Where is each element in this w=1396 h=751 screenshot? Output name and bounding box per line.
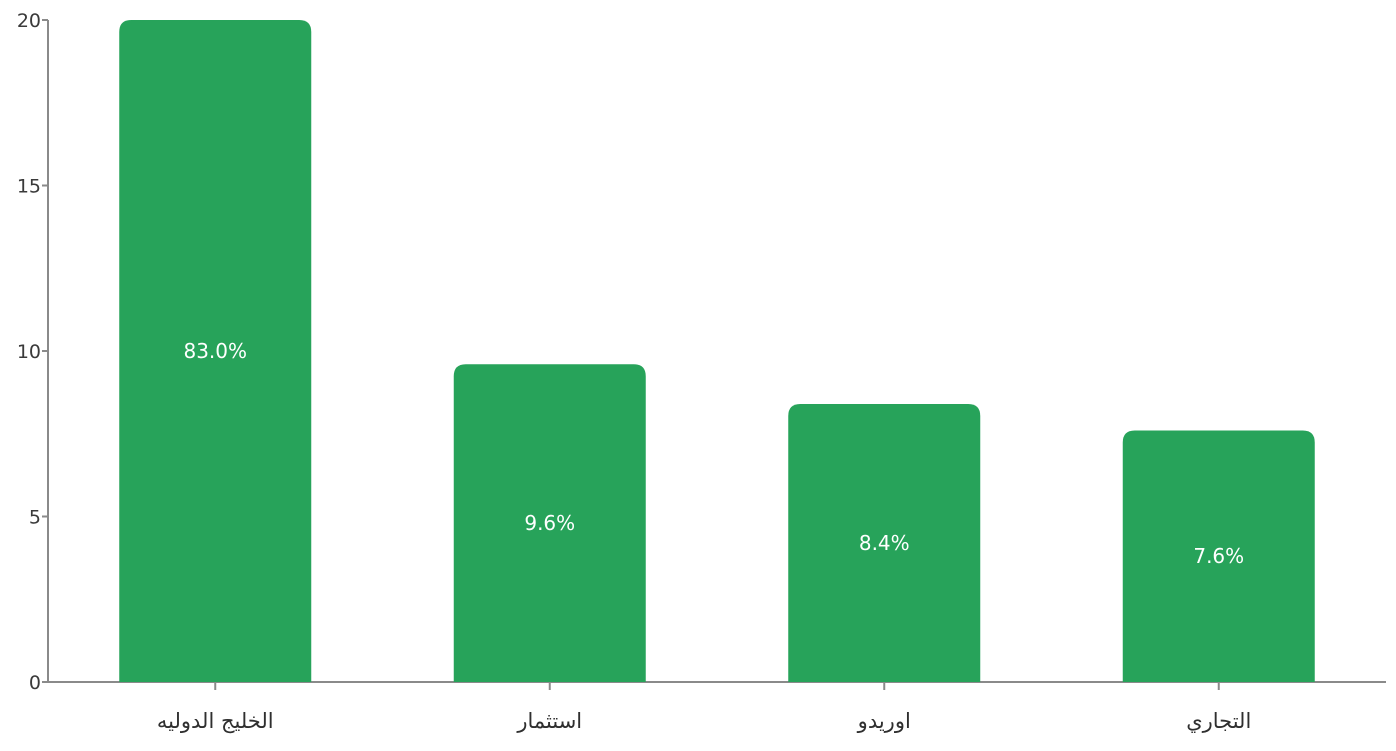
y-tick-label: 0 — [29, 672, 41, 694]
bar — [453, 364, 646, 682]
bar-data-label: 7.6% — [1193, 544, 1244, 568]
x-category-label: اوريدو — [857, 709, 911, 733]
bar-data-labels: 83.0% 9.6% 8.4% 7.6% — [183, 339, 1244, 568]
bar-series — [119, 20, 1315, 682]
y-tick-label: 10 — [17, 341, 41, 363]
bar — [788, 403, 981, 682]
bar-data-label: 9.6% — [524, 511, 575, 535]
bar — [119, 20, 312, 682]
bar-data-label: 8.4% — [859, 531, 910, 555]
x-category-label: استثمار — [516, 709, 582, 733]
x-category-label: التجاري — [1186, 709, 1251, 733]
y-tick-label: 5 — [29, 507, 41, 529]
x-category-label: الخليج الدوليه — [157, 709, 274, 733]
bar-data-label: 83.0% — [183, 339, 247, 363]
y-tick-label: 20 — [17, 10, 41, 32]
y-axis: 0 5 10 15 20 — [17, 10, 49, 694]
category-labels: الخليج الدوليه استثمار اوريدو التجاري — [157, 709, 1251, 733]
x-axis — [48, 681, 1386, 690]
bar — [1122, 430, 1315, 682]
y-tick-label: 15 — [17, 176, 41, 198]
